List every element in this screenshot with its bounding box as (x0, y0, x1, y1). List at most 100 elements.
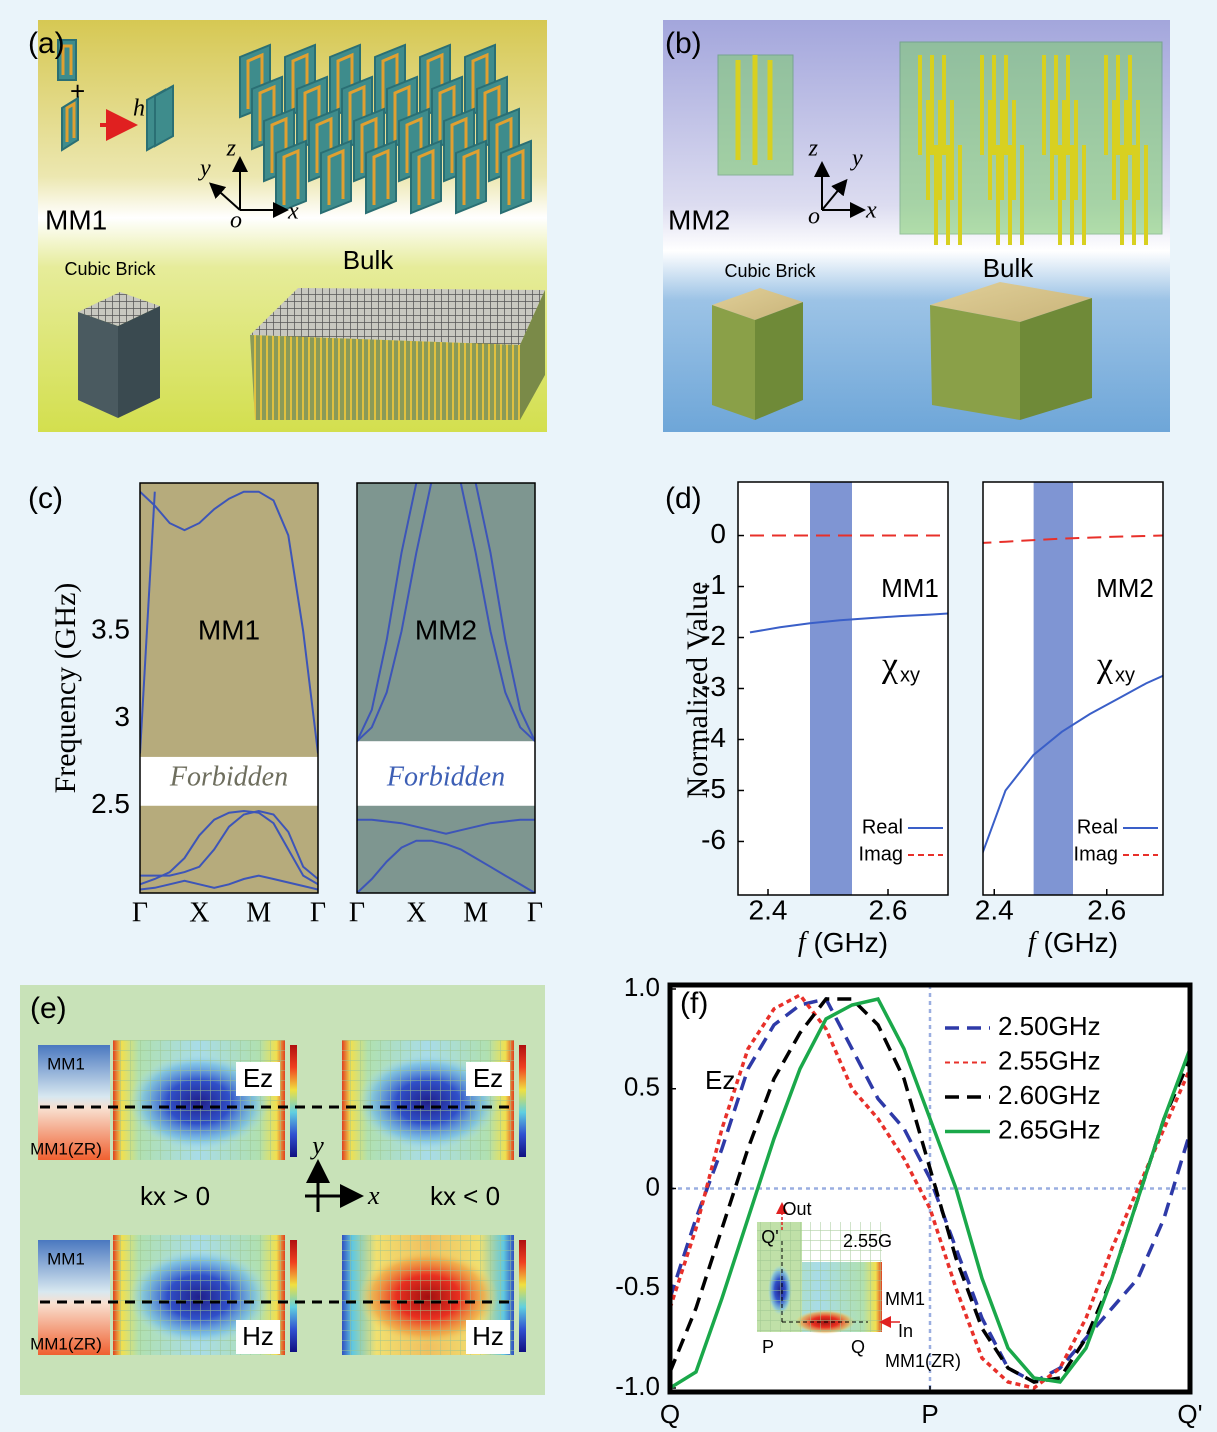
inset-label: Out (782, 1199, 811, 1219)
inset-mesh (757, 1222, 882, 1332)
legend-label: Imag (859, 843, 903, 865)
panel-label: (d) (665, 482, 702, 515)
inset-label: Q' (761, 1227, 778, 1247)
x-tick-label: Q (660, 1399, 680, 1429)
ring (303, 84, 321, 141)
unit-plate (455, 139, 487, 215)
series-line (140, 809, 318, 886)
field-label: Hz (242, 1321, 274, 1351)
series-line (357, 483, 418, 742)
ring (291, 52, 309, 109)
field-label: Ez (473, 1063, 503, 1093)
material-label: MM2 (415, 614, 477, 645)
y-tick-label: 0 (646, 1171, 660, 1201)
frame (356, 482, 536, 894)
x-tick-label: 2.6 (1087, 894, 1126, 925)
panel-b (663, 20, 1170, 432)
field-label-box (236, 1062, 280, 1096)
series-line (140, 490, 318, 754)
material-label: MM1(ZR) (30, 1139, 102, 1158)
inset-label: MM1 (885, 1289, 925, 1309)
series-line (670, 992, 1190, 1390)
series-group (357, 483, 535, 893)
colorbar (290, 1240, 297, 1352)
x-tick-label: Γ (310, 897, 326, 928)
series-line (459, 483, 535, 742)
axes-b (814, 161, 866, 218)
y-tick-label: 2.5 (91, 788, 130, 819)
inset-label: 2.55G (843, 1231, 892, 1251)
panel-label: (c) (28, 482, 63, 515)
material-gradient (38, 1045, 110, 1160)
unit-plate (500, 139, 532, 215)
chi-subscript: xy (1115, 664, 1135, 686)
x-tick-label: Q' (1177, 1399, 1202, 1429)
x-tick-label: P (921, 1399, 938, 1429)
cubic-brick-a (78, 292, 160, 418)
ring (360, 116, 378, 173)
colorbar (290, 1045, 297, 1157)
panel-label: (b) (665, 27, 702, 60)
object-label: Bulk (343, 245, 395, 275)
legend-label: Real (1077, 816, 1118, 838)
object-label: Bulk (983, 253, 1035, 283)
panel-e (20, 985, 545, 1395)
x-tick-label: Γ (132, 897, 148, 928)
axis-label: z (808, 136, 819, 162)
unit-cells (57, 39, 174, 152)
bulk-array-a (239, 43, 532, 215)
axis-label: x (367, 1181, 380, 1210)
legend-label: Imag (1074, 843, 1118, 865)
series-line (983, 674, 1163, 855)
series-group (749, 534, 948, 634)
ring (246, 52, 264, 109)
x-axis-unit: (GHz) (1043, 927, 1118, 958)
panel-label: (a) (28, 27, 65, 60)
colorbar (519, 1045, 526, 1157)
ring (327, 148, 345, 205)
legend-label: Real (862, 816, 903, 838)
annotation: Ez (705, 1065, 735, 1095)
material-gradient (38, 1240, 110, 1355)
x-axis-unit: (GHz) (813, 927, 888, 958)
y-tick-label: -0.5 (615, 1271, 660, 1301)
chi-subscript: xy (900, 664, 920, 686)
y-axis-label: Normalized Value (681, 582, 714, 799)
ring (348, 84, 366, 141)
series-line (140, 491, 156, 754)
unit-plate (410, 139, 442, 215)
series-group (140, 490, 318, 891)
axis-label: o (808, 204, 820, 230)
plot-area (357, 483, 535, 893)
series-line (983, 534, 1163, 544)
wavevector-label: kx < 0 (430, 1181, 500, 1211)
x-tick-label: M (246, 897, 271, 928)
x-tick-label: 2.4 (749, 894, 788, 925)
wavevector-label: kx > 0 (140, 1181, 210, 1211)
series-line (357, 483, 433, 742)
ring (426, 52, 444, 109)
plot-area (140, 483, 318, 893)
series-line (140, 809, 318, 880)
frame (139, 482, 319, 894)
ring (372, 148, 390, 205)
ring (495, 116, 513, 173)
unit-plate (365, 139, 397, 215)
x-tick-label: Γ (349, 897, 365, 928)
y-tick-label: -3 (701, 671, 726, 702)
ring (417, 148, 435, 205)
series-line (474, 483, 535, 742)
object-label: Cubic Brick (64, 259, 156, 279)
y-tick-label: 0 (710, 518, 726, 549)
y-tick-label: -2 (701, 620, 726, 651)
plus: + (70, 76, 85, 106)
annotation: Forbidden (386, 761, 505, 792)
inset-label: In (898, 1321, 913, 1341)
material-label: MM1 (45, 204, 107, 235)
bulk-b (930, 282, 1092, 420)
material-label: MM1 (881, 573, 939, 603)
axis-label: y (198, 156, 211, 182)
x-axis-label: f (GHz) (798, 927, 888, 958)
y-tick-label: 1.0 (624, 972, 660, 1002)
axis-label: z (226, 136, 237, 162)
